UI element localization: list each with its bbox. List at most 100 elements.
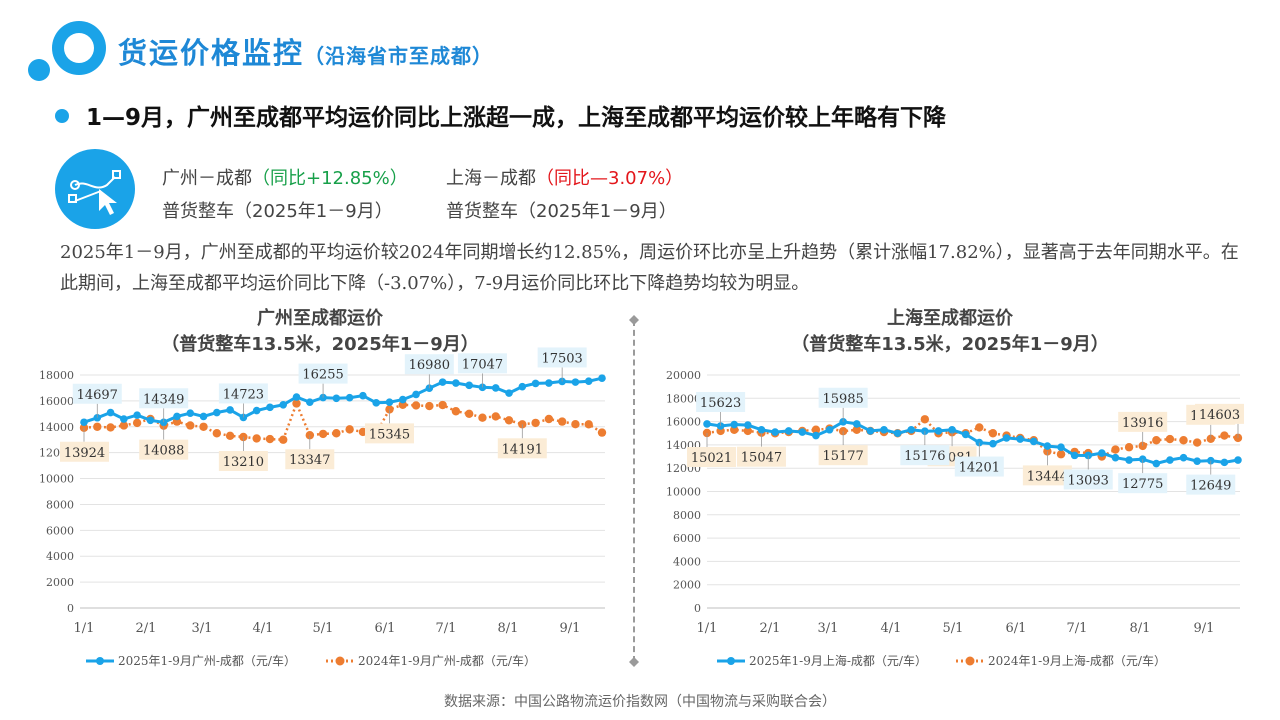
data-point-2024	[1220, 431, 1229, 440]
x-tick-label: 1/1	[74, 621, 95, 636]
data-label-box	[818, 387, 868, 408]
data-point-2025	[571, 378, 580, 386]
data-label-box	[218, 383, 268, 404]
chart-sh-title: 上海至成都运价	[887, 308, 1013, 329]
data-label-box	[1195, 403, 1244, 424]
data-point-2024	[265, 434, 275, 444]
y-tick-label: 18000	[666, 392, 701, 405]
data-point-2024	[464, 409, 474, 419]
legend-marker-2024-dot	[335, 656, 345, 666]
y-tick-label: 0	[694, 602, 701, 615]
x-tick-label: 6/1	[1006, 621, 1027, 636]
data-label-box	[736, 446, 786, 467]
x-tick-label: 7/1	[436, 621, 457, 636]
data-point-2024	[451, 407, 461, 416]
data-point-2025	[319, 393, 327, 402]
data-point-2024	[199, 422, 208, 431]
data-point-2024	[318, 429, 328, 439]
data-point-2025	[359, 391, 367, 400]
data-point-2025	[798, 428, 807, 436]
gz-route: 广州－成都	[162, 168, 252, 189]
data-label: 15176	[904, 449, 945, 464]
series-line-2025	[706, 420, 1239, 466]
data-point-2024	[1124, 443, 1134, 452]
chart-gz-subtitle: （普货整车13.5米，2025年1－9月）	[161, 334, 479, 355]
legend-label-2025: 2025年1-9月广州-成都（元/车）	[118, 653, 296, 668]
data-label-box	[1186, 474, 1236, 495]
data-point-2025	[961, 430, 970, 439]
y-tick-label: 14000	[39, 421, 74, 434]
data-point-2024	[1043, 447, 1052, 456]
data-point-2025	[1111, 453, 1120, 462]
data-point-2025	[159, 418, 168, 427]
data-label: 13924	[64, 446, 105, 461]
data-point-2025	[332, 394, 341, 403]
data-point-2025	[716, 422, 725, 430]
data-label-box	[696, 391, 746, 412]
x-tick-label: 4/1	[253, 621, 274, 636]
data-point-2025	[1043, 442, 1052, 450]
data-point-2024	[425, 401, 434, 411]
data-label: 13347	[289, 453, 330, 468]
data-label-box	[1022, 465, 1072, 486]
data-point-2025	[703, 420, 711, 428]
y-tick-label: 8000	[673, 509, 701, 522]
data-point-2025	[213, 408, 221, 417]
data-point-2025	[907, 425, 916, 434]
sh-change: （同比—3.07%）	[536, 168, 684, 189]
sh-type: 普货整车（2025年1－9月）	[446, 201, 677, 222]
data-point-2025	[292, 393, 301, 401]
series-line-2024	[83, 400, 603, 441]
data-point-2025	[1002, 434, 1011, 442]
x-tick-label: 9/1	[560, 621, 581, 636]
data-point-2024	[119, 421, 129, 430]
gz-type: 普货整车（2025年1－9月）	[162, 201, 393, 222]
data-label: 16255	[302, 368, 343, 383]
data-point-2025	[120, 415, 128, 423]
y-tick-label: 20000	[666, 369, 701, 382]
data-label-box	[1063, 469, 1113, 490]
route-icon	[55, 149, 135, 229]
data-label-box	[404, 354, 454, 375]
data-point-2025	[839, 417, 847, 426]
legend-label-2025: 2025年1-9月上海-成都（元/车）	[749, 653, 927, 668]
legend-marker-2025-dot	[727, 657, 735, 665]
data-point-2025	[173, 412, 181, 421]
y-tick-label: 6000	[673, 532, 701, 545]
data-point-2024	[544, 414, 554, 424]
data-point-2025	[1057, 443, 1065, 452]
data-label: 14088	[143, 444, 184, 459]
page-title-sub: （沿海省市至成都）	[304, 44, 494, 68]
data-point-2024	[292, 399, 301, 408]
data-label: 15623	[700, 396, 741, 411]
data-point-2025	[1125, 456, 1133, 464]
sh-route-info: 上海－成都（同比—3.07%）	[446, 164, 683, 190]
data-point-2025	[771, 428, 779, 436]
data-label-box	[285, 449, 335, 470]
data-label: 13093	[1068, 473, 1109, 488]
page-title-main: 货运价格监控	[118, 36, 305, 70]
x-tick-label: 2/1	[136, 621, 157, 636]
data-label-box	[1118, 473, 1168, 494]
data-label: 13916	[1122, 416, 1163, 431]
data-point-2024	[584, 420, 593, 429]
data-label: 15345	[369, 427, 410, 442]
data-point-2025	[545, 379, 553, 387]
x-tick-label: 5/1	[943, 621, 964, 636]
data-label-box	[1118, 411, 1168, 432]
data-point-2025	[866, 427, 875, 435]
data-point-2024	[239, 432, 248, 442]
data-label-box	[60, 441, 109, 462]
data-point-2024	[252, 434, 261, 443]
logo-icon	[28, 21, 106, 81]
data-point-2024	[478, 413, 487, 422]
legend-label-2024: 2024年1-9月广州-成都（元/车）	[358, 653, 536, 668]
data-point-2024	[305, 431, 314, 440]
data-label-box	[457, 353, 507, 374]
chart-sh-title-block: 上海至成都运价 （普货整车13.5米，2025年1－9月）	[770, 306, 1130, 358]
data-label-box	[218, 451, 268, 472]
data-label: 12649	[1190, 479, 1231, 494]
data-point-2025	[385, 398, 394, 406]
data-point-2025	[252, 406, 261, 415]
